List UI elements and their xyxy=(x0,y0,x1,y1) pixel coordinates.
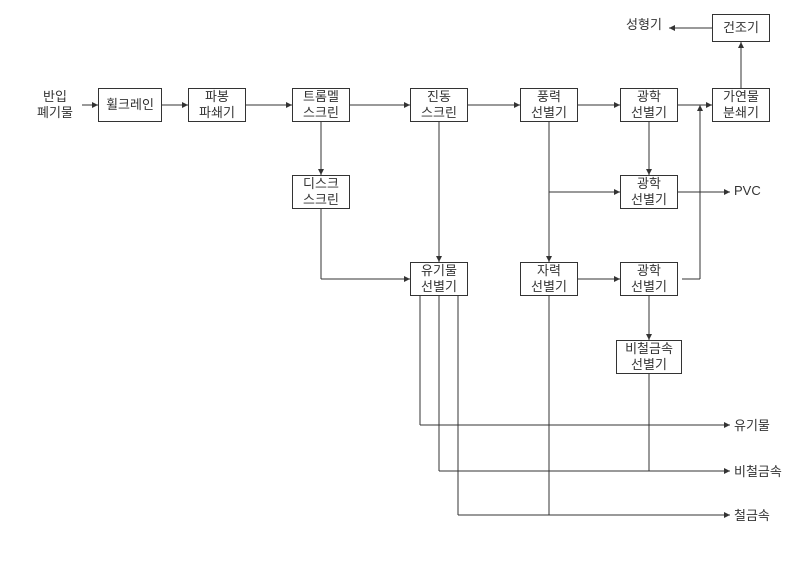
node-disc: 디스크 스크린 xyxy=(292,175,350,209)
node-vibr: 진동 스크린 xyxy=(410,88,468,122)
output-pvc_out: PVC xyxy=(734,183,761,199)
output-fe_out: 철금속 xyxy=(734,508,770,524)
node-shred1: 파봉 파쇄기 xyxy=(188,88,246,122)
node-crane: 휠크레인 xyxy=(98,88,162,122)
node-opt1: 광학 선별기 xyxy=(620,88,678,122)
node-comb: 가연물 분쇄기 xyxy=(712,88,770,122)
node-wind: 풍력 선별기 xyxy=(520,88,578,122)
node-form: 성형기 xyxy=(619,14,669,36)
node-input: 반입 폐기물 xyxy=(28,88,82,122)
node-org: 유기물 선별기 xyxy=(410,262,468,296)
output-org_out: 유기물 xyxy=(734,418,770,434)
node-trommel: 트롬멜 스크린 xyxy=(292,88,350,122)
node-opt3: 광학 선별기 xyxy=(620,262,678,296)
node-nonfe: 비철금속 선별기 xyxy=(616,340,682,374)
node-opt2: 광학 선별기 xyxy=(620,175,678,209)
output-nonfe_out: 비철금속 xyxy=(734,464,782,480)
node-mag: 자력 선별기 xyxy=(520,262,578,296)
node-dryer: 건조기 xyxy=(712,14,770,42)
